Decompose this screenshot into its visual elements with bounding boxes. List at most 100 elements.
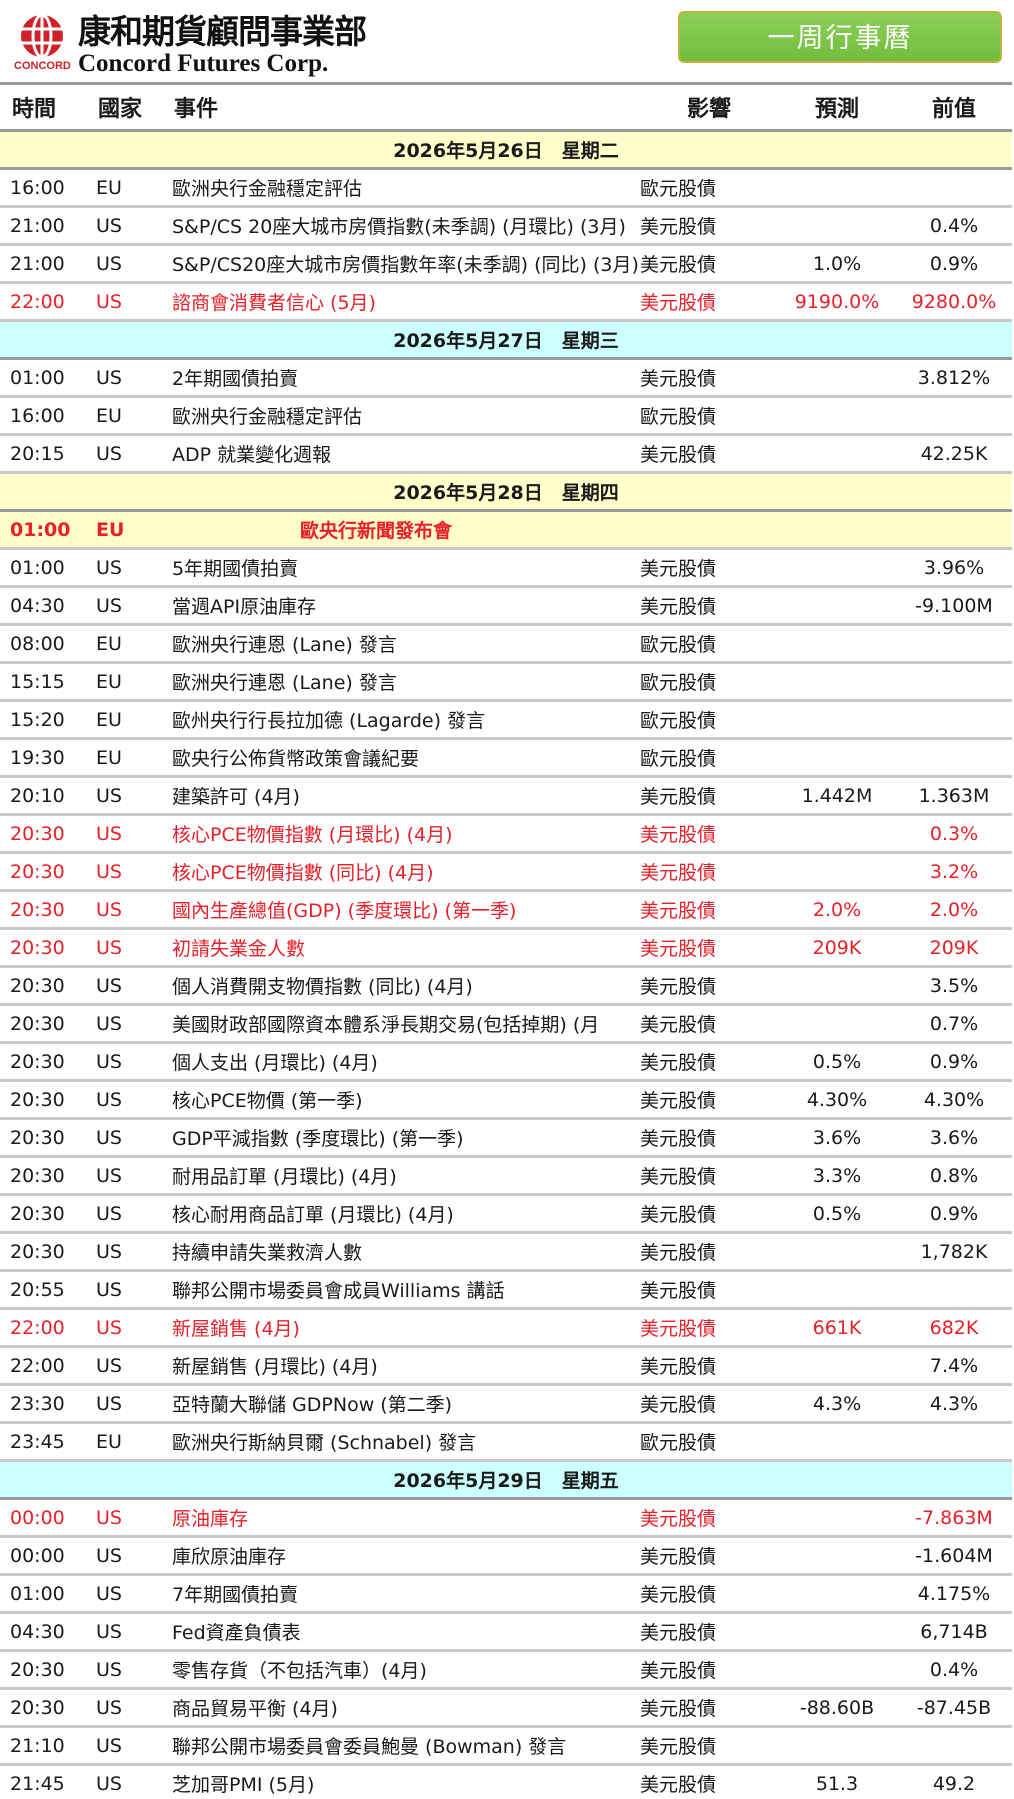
event-forecast <box>778 1536 896 1576</box>
event-time: 16:00 <box>0 168 86 208</box>
event-time: 22:00 <box>0 1346 86 1386</box>
event-country: EU <box>86 738 162 778</box>
event-row: 20:30 US 零售存貨（不包括汽車）(4月) 美元股債 0.4% <box>0 1650 1012 1690</box>
event-previous: -1.604M <box>896 1536 1012 1576</box>
event-name: 原油庫存 <box>162 1498 640 1538</box>
event-name: 核心PCE物價 (第一季) <box>162 1080 640 1120</box>
event-time: 20:30 <box>0 890 86 930</box>
event-forecast: 661K <box>778 1308 896 1348</box>
event-impact: 歐元股債 <box>640 168 778 208</box>
event-impact: 美元股債 <box>640 206 778 246</box>
event-forecast <box>778 1346 896 1386</box>
event-country: US <box>86 814 162 854</box>
logo-chinese-name: 康和期貨顧問事業部 <box>78 12 367 51</box>
event-impact: 美元股債 <box>640 1764 778 1799</box>
event-time: 20:30 <box>0 928 86 968</box>
event-row: 20:30 US 核心耐用商品訂單 (月環比) (4月) 美元股債 0.5% 0.9% <box>0 1194 1012 1234</box>
event-previous: 6,714B <box>896 1612 1012 1652</box>
event-previous: 3.96% <box>896 548 1012 588</box>
weekly-calendar-button[interactable]: 一周行事曆 <box>678 11 1002 63</box>
event-time: 23:30 <box>0 1384 86 1424</box>
event-name: 歐洲央行連恩 (Lane) 發言 <box>162 662 640 702</box>
event-forecast <box>778 700 896 740</box>
event-forecast <box>778 206 896 246</box>
event-forecast <box>778 396 896 436</box>
event-row: 20:30 US 初請失業金人數 美元股債 209K 209K <box>0 928 1012 968</box>
event-country: US <box>86 928 162 968</box>
event-time: 04:30 <box>0 1612 86 1652</box>
event-country: EU <box>86 396 162 436</box>
event-forecast <box>778 738 896 778</box>
event-forecast <box>778 358 896 398</box>
event-forecast <box>778 586 896 626</box>
event-name: 7年期國債拍賣 <box>162 1574 640 1614</box>
event-row: 00:00 US 原油庫存 美元股債 -7.863M <box>0 1498 1012 1538</box>
calendar-table-container: 時間 國家 事件 影響 預測 前值 2026年5月26日 星期二 16:00 EU 歐… <box>0 82 1012 1799</box>
event-country: US <box>86 358 162 398</box>
event-previous: 0.9% <box>896 244 1012 284</box>
date-row: 2026年5月28日 星期四 <box>0 471 1012 512</box>
event-time: 01:00 <box>0 1574 86 1614</box>
event-previous: 49.2 <box>896 1764 1012 1799</box>
date-heading: 2026年5月27日 星期三 <box>0 319 1012 360</box>
event-country: US <box>86 1080 162 1120</box>
event-time: 20:15 <box>0 434 86 474</box>
event-time: 20:30 <box>0 1080 86 1120</box>
event-previous: 3.5% <box>896 966 1012 1006</box>
event-impact: 歐元股債 <box>640 662 778 702</box>
event-previous <box>896 738 1012 778</box>
event-time: 20:30 <box>0 1156 86 1196</box>
event-forecast: 3.6% <box>778 1118 896 1158</box>
event-country: US <box>86 1498 162 1538</box>
column-country: 國家 <box>86 82 162 132</box>
event-time: 16:00 <box>0 396 86 436</box>
event-row: 20:30 US 核心PCE物價指數 (同比) (4月) 美元股債 3.2% <box>0 852 1012 892</box>
event-impact: 美元股債 <box>640 1346 778 1386</box>
event-previous <box>896 662 1012 702</box>
event-name: 歐洲央行斯納貝爾 (Schnabel) 發言 <box>162 1422 640 1462</box>
event-country: US <box>86 434 162 474</box>
event-previous: 682K <box>896 1308 1012 1348</box>
event-country: US <box>86 1308 162 1348</box>
event-impact: 美元股債 <box>640 1612 778 1652</box>
event-time: 20:30 <box>0 1042 86 1082</box>
event-row: 20:30 US 個人消費開支物價指數 (同比) (4月) 美元股債 3.5% <box>0 966 1012 1006</box>
event-previous <box>896 168 1012 208</box>
event-forecast <box>778 1650 896 1690</box>
event-impact: 美元股債 <box>640 1232 778 1272</box>
event-forecast: 2.0% <box>778 890 896 930</box>
event-previous: -87.45B <box>896 1688 1012 1728</box>
event-previous: 0.3% <box>896 814 1012 854</box>
event-row: 20:30 US GDP平減指數 (季度環比) (第一季) 美元股債 3.6% 3.6% <box>0 1118 1012 1158</box>
event-time: 15:15 <box>0 662 86 702</box>
event-country: US <box>86 1764 162 1799</box>
event-country: US <box>86 1232 162 1272</box>
event-name: 核心PCE物價指數 (同比) (4月) <box>162 852 640 892</box>
event-impact: 美元股債 <box>640 1726 778 1766</box>
event-forecast: 1.442M <box>778 776 896 816</box>
event-forecast <box>778 814 896 854</box>
column-time: 時間 <box>0 82 86 132</box>
event-country: US <box>86 548 162 588</box>
event-row: 15:20 EU 歐州央行行長拉加德 (Lagarde) 發言 歐元股債 <box>0 700 1012 740</box>
event-row: 20:55 US 聯邦公開市場委員會成員Williams 講話 美元股債 <box>0 1270 1012 1310</box>
event-time: 19:30 <box>0 738 86 778</box>
event-name: 新屋銷售 (月環比) (4月) <box>162 1346 640 1386</box>
event-forecast: 0.5% <box>778 1042 896 1082</box>
event-forecast: 1.0% <box>778 244 896 284</box>
event-name: 芝加哥PMI (5月) <box>162 1764 640 1799</box>
event-row: 01:00 US 2年期國債拍賣 美元股債 3.812% <box>0 358 1012 398</box>
event-impact: 美元股債 <box>640 852 778 892</box>
event-impact: 美元股債 <box>640 434 778 474</box>
event-time: 04:30 <box>0 586 86 626</box>
event-country: US <box>86 1536 162 1576</box>
event-forecast <box>778 966 896 1006</box>
event-impact: 歐元股債 <box>640 738 778 778</box>
event-forecast <box>778 1422 896 1462</box>
event-time: 20:30 <box>0 1194 86 1234</box>
event-forecast <box>778 1726 896 1766</box>
event-impact: 歐元股債 <box>640 396 778 436</box>
event-impact: 美元股債 <box>640 1004 778 1044</box>
event-time: 20:30 <box>0 1650 86 1690</box>
event-row: 23:45 EU 歐洲央行斯納貝爾 (Schnabel) 發言 歐元股債 <box>0 1422 1012 1462</box>
